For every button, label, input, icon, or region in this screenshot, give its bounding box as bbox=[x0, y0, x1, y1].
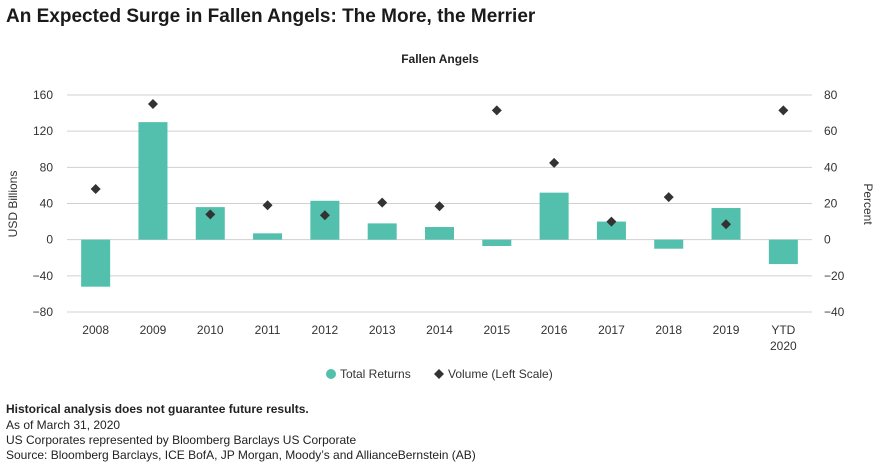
legend-label-volume: Volume (Left Scale) bbox=[448, 367, 553, 381]
volume-marker bbox=[778, 105, 789, 116]
volume-marker bbox=[721, 219, 732, 230]
x-tick-label: 2013 bbox=[369, 323, 396, 337]
source-note: Source: Bloomberg Barclays, ICE BofA, JP… bbox=[6, 448, 476, 462]
disclaimer-note: Historical analysis does not guarantee f… bbox=[6, 402, 309, 416]
total-returns-bar bbox=[768, 239, 798, 265]
y-tick-label-right: −20 bbox=[824, 269, 845, 283]
y-tick-label-left: 160 bbox=[33, 88, 53, 102]
total-returns-bar bbox=[367, 223, 397, 240]
x-tick-label: 2020 bbox=[770, 339, 797, 353]
total-returns-bar bbox=[482, 239, 512, 246]
x-tick-label: 2017 bbox=[598, 323, 625, 337]
volume-marker bbox=[434, 201, 445, 212]
as-of-note: As of March 31, 2020 bbox=[6, 418, 121, 432]
total-returns-bar bbox=[138, 122, 168, 240]
x-tick-label: 2008 bbox=[82, 323, 109, 337]
total-returns-bar bbox=[81, 239, 111, 287]
total-returns-bar bbox=[425, 227, 454, 240]
legend-label-total-returns: Total Returns bbox=[340, 367, 411, 381]
y-tick-label-right: 20 bbox=[824, 197, 838, 211]
y-tick-label-right: 40 bbox=[824, 160, 838, 174]
x-tick-label: 2010 bbox=[197, 323, 224, 337]
y-axis-label-left: USD Billions bbox=[6, 171, 20, 238]
index-note: US Corporates represented by Bloomberg B… bbox=[6, 433, 357, 447]
legend-swatch-total-returns bbox=[326, 369, 336, 379]
x-tick-label: 2011 bbox=[255, 323, 281, 337]
volume-marker bbox=[377, 197, 388, 208]
y-tick-label-right: 80 bbox=[824, 88, 838, 102]
x-tick-label: 2019 bbox=[713, 323, 740, 337]
x-tick-label: 2015 bbox=[483, 323, 510, 337]
volume-marker bbox=[147, 99, 158, 110]
x-tick-label: 2009 bbox=[140, 323, 167, 337]
y-tick-label-left: −40 bbox=[33, 269, 54, 283]
total-returns-bar bbox=[539, 192, 569, 240]
volume-marker bbox=[205, 209, 216, 220]
y-tick-label-left: 80 bbox=[40, 160, 54, 174]
x-tick-label: 2016 bbox=[541, 323, 568, 337]
x-tick-label: 2012 bbox=[312, 323, 339, 337]
volume-marker bbox=[663, 192, 674, 203]
page-title: An Expected Surge in Fallen Angels: The … bbox=[6, 6, 536, 27]
y-axis-label-right: Percent bbox=[861, 183, 875, 225]
y-tick-label-left: 0 bbox=[46, 233, 53, 247]
volume-marker bbox=[606, 216, 617, 227]
y-tick-label-right: −40 bbox=[824, 305, 845, 319]
volume-marker bbox=[319, 210, 330, 221]
y-tick-label-right: 60 bbox=[824, 124, 838, 138]
chart-title: Fallen Angels bbox=[401, 52, 479, 66]
volume-marker bbox=[90, 184, 101, 195]
y-tick-label-left: 120 bbox=[33, 124, 53, 138]
y-tick-label-left: 40 bbox=[40, 197, 54, 211]
volume-marker bbox=[491, 105, 502, 116]
total-returns-bar bbox=[654, 239, 684, 249]
volume-marker bbox=[549, 157, 560, 168]
y-tick-label-right: 0 bbox=[824, 233, 831, 247]
x-tick-label: 2018 bbox=[655, 323, 682, 337]
legend-swatch-volume bbox=[434, 369, 444, 379]
y-tick-label-left: −80 bbox=[33, 305, 54, 319]
x-tick-label: YTD bbox=[771, 323, 795, 337]
total-returns-bar bbox=[596, 221, 626, 240]
x-tick-label: 2014 bbox=[426, 323, 453, 337]
total-returns-bar bbox=[253, 233, 283, 240]
volume-marker bbox=[262, 200, 273, 211]
